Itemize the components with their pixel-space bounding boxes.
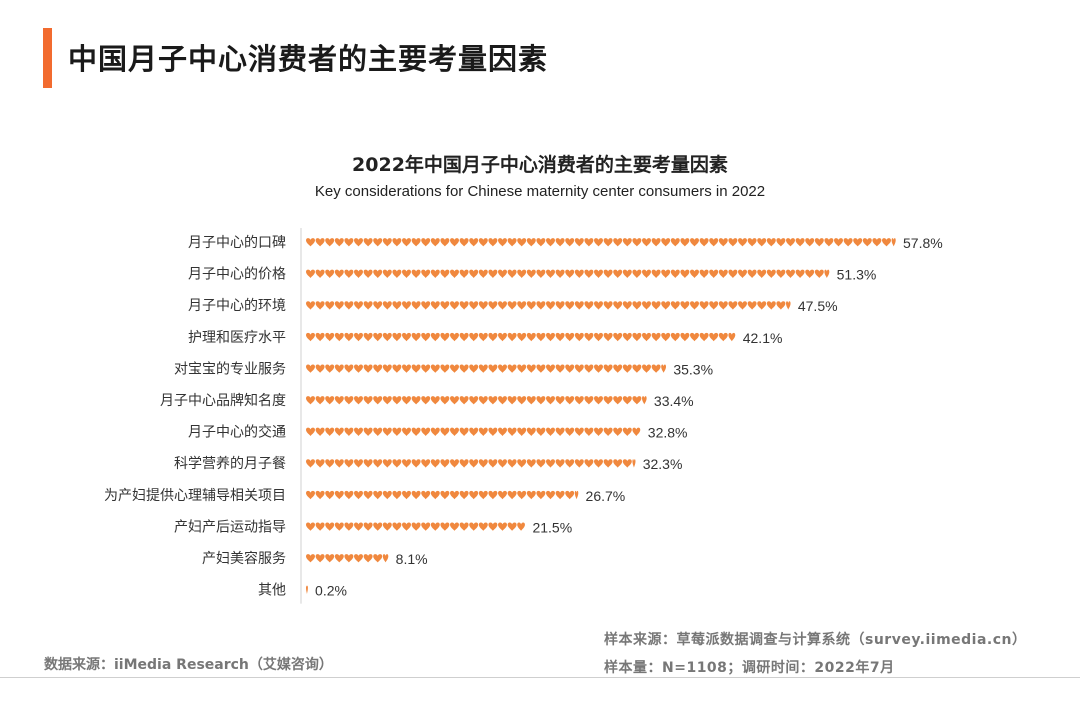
value-label: 42.1% bbox=[743, 330, 783, 346]
sample-size-note: 样本量：N=1108；调研时间：2022年7月 bbox=[604, 660, 895, 676]
value-label: 26.7% bbox=[586, 488, 626, 504]
sample-source-note: 样本来源：草莓派数据调查与计算系统（survey.iimedia.cn） bbox=[604, 632, 1027, 648]
bar bbox=[306, 332, 736, 342]
category-label: 月子中心的价格 bbox=[188, 267, 286, 283]
bar bbox=[306, 238, 896, 247]
bar-row: 月子中心的口碑 57.8% bbox=[188, 235, 943, 251]
bar bbox=[306, 427, 641, 436]
value-label: 32.8% bbox=[648, 425, 688, 441]
bar-row: 月子中心品牌知名度 33.4% bbox=[160, 392, 694, 409]
category-label: 为产妇提供心理辅导相关项目 bbox=[104, 487, 286, 504]
bar bbox=[306, 301, 791, 310]
category-label: 月子中心品牌知名度 bbox=[160, 392, 286, 409]
category-label: 科学营养的月子餐 bbox=[174, 456, 286, 472]
category-label: 产妇美容服务 bbox=[202, 550, 286, 567]
title-accent-bar bbox=[43, 28, 52, 88]
bar-row: 产妇产后运动指导 21.5% bbox=[174, 518, 572, 535]
category-label: 护理和医疗水平 bbox=[188, 330, 286, 346]
bar bbox=[306, 396, 647, 405]
value-label: 47.5% bbox=[798, 298, 838, 314]
chart-subtitle: Key considerations for Chinese maternity… bbox=[314, 183, 766, 200]
value-label: 33.4% bbox=[654, 393, 694, 409]
bar bbox=[306, 522, 525, 531]
data-source-note: 数据来源：iiMedia Research（艾媒咨询） bbox=[44, 657, 333, 673]
bar bbox=[306, 585, 308, 594]
value-label: 8.1% bbox=[396, 551, 428, 567]
chart-title: 2022年中国月子中心消费者的主要考量因素 bbox=[352, 154, 728, 176]
footer-divider bbox=[0, 677, 1080, 678]
bar-row: 月子中心的环境 47.5% bbox=[188, 298, 838, 314]
category-label: 月子中心的口碑 bbox=[188, 235, 286, 251]
value-label: 21.5% bbox=[532, 519, 572, 535]
bar-row: 为产妇提供心理辅导相关项目 26.7% bbox=[104, 487, 625, 504]
bar-row: 月子中心的价格 51.3% bbox=[188, 267, 876, 283]
page-title: 中国月子中心消费者的主要考量因素 bbox=[68, 42, 549, 76]
category-label: 月子中心的交通 bbox=[188, 424, 286, 441]
bar bbox=[306, 554, 389, 563]
category-label: 月子中心的环境 bbox=[188, 298, 286, 314]
bar bbox=[306, 459, 636, 468]
value-label: 0.2% bbox=[315, 583, 347, 599]
value-label: 51.3% bbox=[837, 267, 877, 283]
category-label: 对宝宝的专业服务 bbox=[174, 361, 286, 377]
bar bbox=[306, 364, 667, 373]
bar bbox=[306, 490, 579, 500]
bar-row: 其他 0.2% bbox=[258, 583, 347, 599]
bar-row: 对宝宝的专业服务 35.3% bbox=[174, 361, 713, 377]
value-label: 35.3% bbox=[673, 361, 713, 377]
bar-row: 护理和医疗水平 42.1% bbox=[188, 330, 782, 346]
value-label: 57.8% bbox=[903, 235, 943, 251]
bar-row: 月子中心的交通 32.8% bbox=[188, 424, 688, 441]
bar-row: 产妇美容服务 8.1% bbox=[202, 550, 428, 567]
bar bbox=[306, 269, 830, 278]
bar-row: 科学营养的月子餐 32.3% bbox=[174, 456, 682, 472]
category-label: 其他 bbox=[258, 583, 286, 599]
category-label: 产妇产后运动指导 bbox=[174, 518, 286, 535]
value-label: 32.3% bbox=[643, 456, 683, 472]
